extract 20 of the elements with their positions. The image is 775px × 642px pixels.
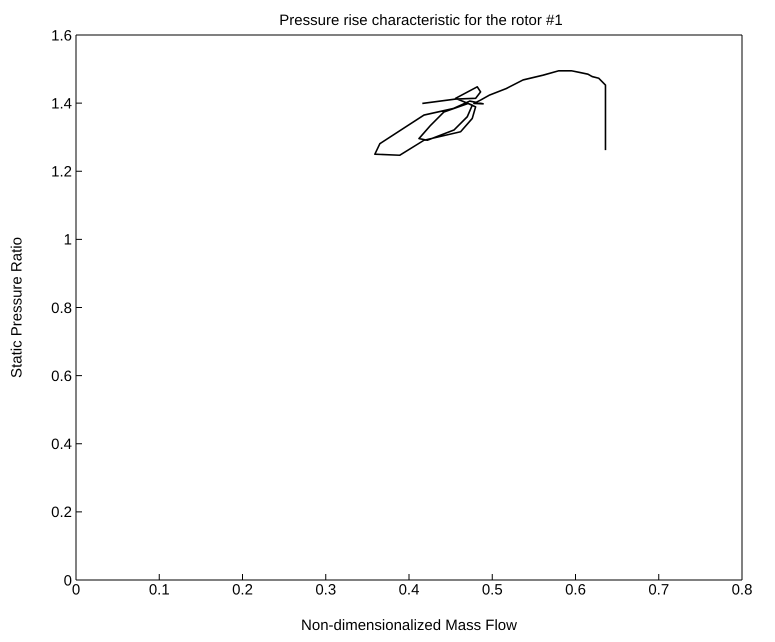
x-tick-label: 0.4 (398, 582, 420, 599)
x-axis-title: Non-dimensionalized Mass Flow (301, 617, 518, 634)
x-tick-label: 0.1 (148, 582, 170, 599)
x-tick-label: 0.2 (232, 582, 253, 599)
x-tick-label: 0.8 (732, 582, 752, 599)
y-tick-label: 1.4 (51, 95, 72, 112)
x-tick-label: 0.5 (482, 582, 503, 599)
y-tick-label: 0.6 (51, 368, 72, 385)
y-tick-label: 1 (64, 232, 72, 249)
y-tick-label: 1.2 (51, 164, 72, 181)
chart-title: Pressure rise characteristic for the rotor #1 (278, 12, 564, 29)
y-tick-label: 1.6 (51, 27, 72, 44)
x-tick-label: 0.7 (648, 582, 670, 599)
x-tick-label: 0.3 (315, 582, 336, 599)
y-axis-title: Static Pressure Ratio (8, 237, 26, 378)
x-tick-label: 0.6 (565, 582, 586, 599)
y-tick-label: 0.4 (51, 436, 72, 454)
line-series (374, 70, 606, 156)
y-tick-label: 0.8 (51, 300, 72, 317)
y-tick-label: 0.2 (51, 504, 72, 522)
